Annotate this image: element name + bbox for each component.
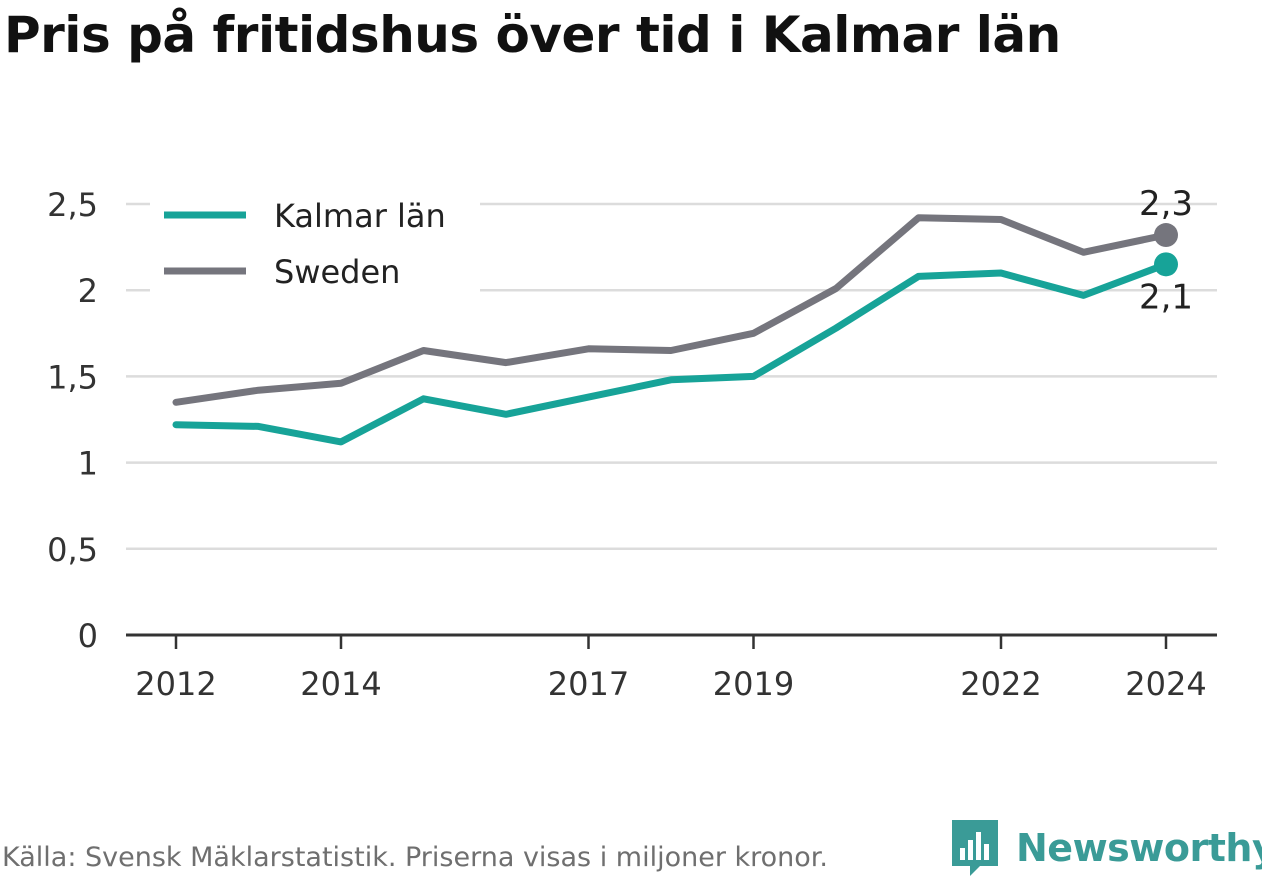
source-note: Källa: Svensk Mäklarstatistik. Priserna … [2,842,829,873]
x-axis: 2012 2014 2017 2019 2022 2024 [126,633,1217,703]
x-tick-label: 2019 [713,665,794,703]
legend-label: Kalmar län [274,197,446,235]
legend-background [150,186,480,304]
endpoint-label: 2,3 [1139,184,1193,224]
y-tick-label: 1 [78,445,98,483]
x-tick-label: 2014 [300,665,381,703]
y-axis-ticks: 0 0,5 1 1,5 2 2,5 [47,186,98,655]
x-tick-label: 2017 [548,665,629,703]
y-tick-label: 1,5 [47,358,98,396]
legend: Kalmar län Sweden [150,186,480,304]
series-line-kalmar [172,260,1170,446]
x-tick-label: 2024 [1125,665,1206,703]
brand-name: Newsworthy [1016,826,1262,870]
endpoint-marker [1154,252,1178,277]
newsworthy-logo-icon [952,820,998,876]
endpoint-label: 2,1 [1139,277,1193,317]
y-tick-label: 2,5 [47,186,98,224]
y-tick-label: 0,5 [47,531,98,569]
x-tick-label: 2022 [960,665,1041,703]
series-lines [172,214,1170,446]
brand-logo: Newsworthy [950,818,1262,878]
series-line-sweden [172,214,1170,406]
y-tick-label: 2 [78,272,98,310]
series-endpoints: 2,1 2,3 [1139,184,1193,317]
y-tick-label: 0 [78,617,98,655]
chart-title: Pris på fritidshus över tid i Kalmar län [4,6,1061,64]
legend-label: Sweden [274,253,400,291]
endpoint-marker [1154,223,1178,248]
x-tick-label: 2012 [135,665,216,703]
